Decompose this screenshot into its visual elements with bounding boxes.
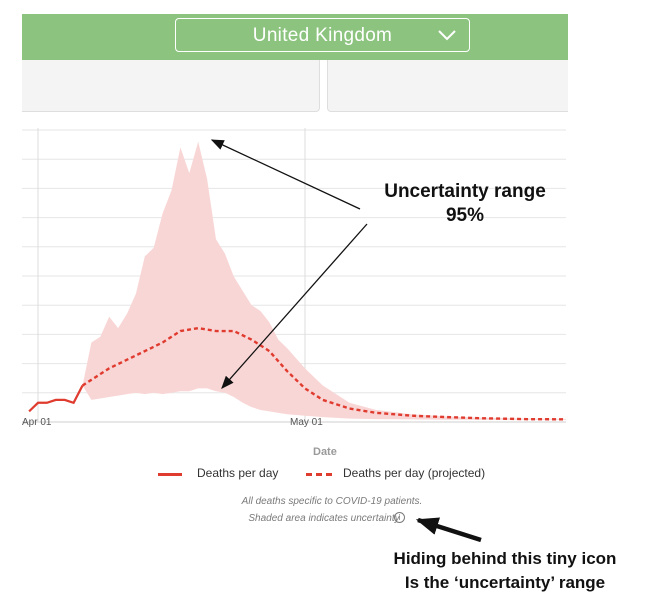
annotation-uncertainty-range: Uncertainty range 95% xyxy=(340,180,590,228)
country-select[interactable]: United Kingdom xyxy=(175,18,470,52)
annotation-icon-line1: Hiding behind this tiny icon xyxy=(393,549,617,568)
x-tick-may01: May 01 xyxy=(290,417,323,428)
legend-swatch-dashed xyxy=(306,473,332,476)
annotation-icon-note: Hiding behind this tiny icon Is the ‘unc… xyxy=(360,547,650,595)
series-line-actual xyxy=(28,385,84,413)
legend-label-projected: Deaths per day (projected) xyxy=(343,466,486,480)
summary-card-right[interactable] xyxy=(327,60,568,112)
legend-swatch-solid xyxy=(158,473,182,476)
uncertainty-band xyxy=(82,141,566,420)
header-bar: United Kingdom xyxy=(22,14,568,60)
legend-label-actual: Deaths per day xyxy=(197,466,279,480)
annotation-range-line2: 95% xyxy=(445,205,485,226)
footnote-uncertainty: Shaded area indicates uncertainty xyxy=(248,513,400,524)
x-tick-apr01: Apr 01 xyxy=(22,417,52,428)
summary-cards xyxy=(22,60,568,114)
chevron-down-icon xyxy=(438,30,456,41)
footnote-deaths: All deaths specific to COVID-19 patients… xyxy=(241,496,423,507)
chart-legend: Deaths per day Deaths per day (projected… xyxy=(0,466,664,484)
country-select-value: United Kingdom xyxy=(252,25,393,46)
annotation-range-line1: Uncertainty range xyxy=(384,181,546,202)
x-axis-title: Date xyxy=(313,446,337,458)
info-icon[interactable]: i xyxy=(394,512,405,523)
summary-card-left[interactable] xyxy=(22,60,320,112)
annotation-icon-line2: Is the ‘uncertainty’ range xyxy=(404,573,606,592)
